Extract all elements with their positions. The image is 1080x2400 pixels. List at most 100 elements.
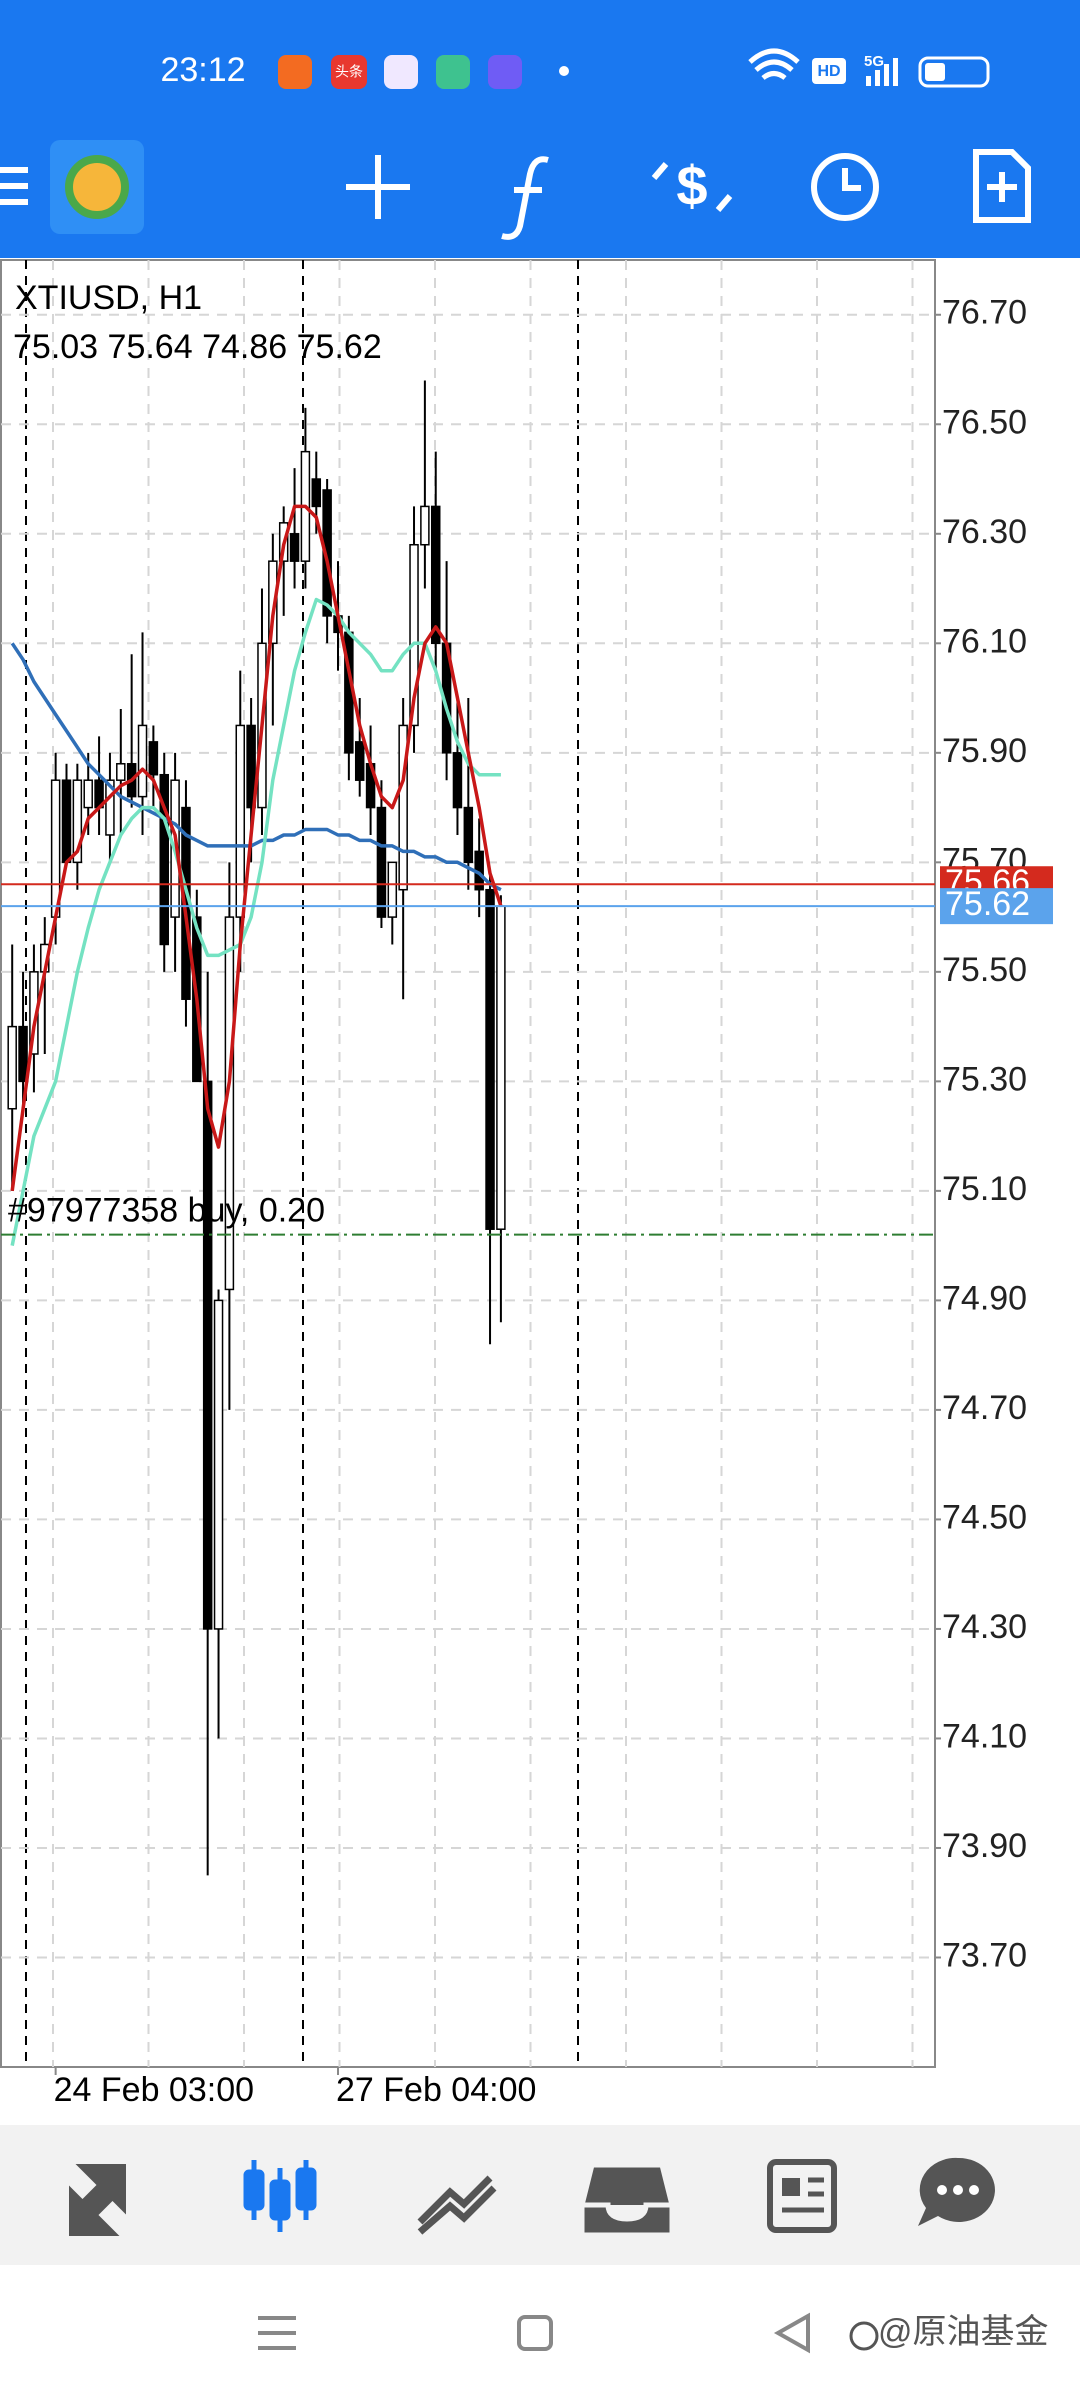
watermark: @原油基金: [878, 2313, 1049, 2351]
candle-body: [398, 724, 408, 891]
new-order-button[interactable]: [973, 149, 1031, 223]
indicator-line: [10, 597, 501, 1246]
low-value: 74.86: [202, 328, 287, 366]
battery: [918, 56, 990, 88]
candle-body: [485, 888, 495, 1230]
battery-level: [925, 63, 945, 81]
candle-body: [420, 505, 430, 546]
plot: #97977358 buy, 0.20: [1, 380, 935, 1876]
candle-body: [409, 543, 419, 727]
menu-button[interactable]: [0, 167, 28, 205]
symbol-label: XTIUSD, H1: [15, 279, 202, 317]
y-tick-label: 76.50: [942, 403, 1027, 441]
y-tick-label: 74.50: [942, 1498, 1027, 1536]
y-tick-label: 74.70: [942, 1389, 1027, 1427]
chat-tab[interactable]: [918, 2157, 995, 2226]
history-tab[interactable]: [579, 2162, 675, 2238]
more-dot: [559, 66, 569, 76]
candle-body: [159, 773, 169, 946]
hd-label: HD: [817, 63, 840, 80]
home-button[interactable]: [517, 2315, 553, 2351]
candle-body: [18, 1025, 28, 1083]
ohlc-label: 75.03 75.64 74.86 75.62: [13, 328, 382, 366]
y-tick-label: 75.90: [942, 732, 1027, 770]
y-tick-label: 75.10: [942, 1170, 1027, 1208]
candle-body: [105, 779, 115, 836]
trade-button[interactable]: $: [651, 154, 733, 217]
news-tab[interactable]: [767, 2159, 837, 2233]
candle-body: [268, 560, 278, 645]
watermark-logo: [849, 2321, 879, 2351]
indicator-line: [10, 642, 502, 892]
recents-button[interactable]: [258, 2316, 296, 2350]
y-tick-label: 74.90: [942, 1279, 1027, 1317]
candle-body: [202, 1080, 213, 1630]
signal-bar: [875, 70, 880, 86]
y-tick-label: 76.70: [942, 294, 1027, 332]
candle-body: [116, 763, 126, 781]
signal-bar: [893, 58, 898, 86]
bid-label: 75.62: [945, 885, 1030, 923]
candle-body: [61, 779, 72, 864]
chart-frame: [0, 259, 936, 2068]
crosshair-button[interactable]: [346, 155, 410, 219]
y-tick-label: 75.50: [942, 951, 1027, 989]
signal-bar: [884, 64, 889, 86]
x-tick-label: 24 Feb 03:00: [54, 2071, 254, 2109]
bid-label-box: [940, 888, 1053, 925]
candle-body: [354, 741, 365, 781]
app-icon: [384, 55, 418, 89]
candle-body: [137, 724, 148, 798]
app-icon: [278, 55, 312, 89]
back-button[interactable]: [773, 2312, 810, 2354]
candle-body: [463, 806, 474, 864]
open-value: 75.03: [13, 328, 98, 366]
candle-body: [322, 489, 332, 617]
y-tick-label: 75.30: [942, 1060, 1027, 1098]
quotes-tab[interactable]: [69, 2164, 126, 2236]
y-tick-label: 73.70: [942, 1936, 1027, 1974]
high-value: 75.64: [108, 328, 193, 366]
app-icon: [488, 55, 522, 89]
price-axis: 76.7076.5076.3076.1075.9075.7075.5075.30…: [54, 294, 1053, 2109]
order-label: #97977358 buy, 0.20: [8, 1192, 325, 1230]
indicator-line: [10, 504, 503, 1192]
close-value: 75.62: [297, 328, 382, 366]
app-icon: [436, 55, 470, 89]
chart-tab[interactable]: [243, 2160, 317, 2232]
system-icons: HD 5G: [748, 48, 990, 88]
app-badge: 头条: [335, 64, 363, 80]
period-button[interactable]: [811, 153, 879, 221]
candle-body: [496, 905, 506, 1230]
notification-icons: 头条: [278, 55, 569, 89]
signal-label: 5G: [864, 53, 884, 70]
candle-body: [376, 806, 387, 918]
candle-body: [213, 1299, 224, 1630]
candle-body: [387, 861, 398, 918]
app-header: [0, 0, 1080, 258]
candle-body: [311, 478, 322, 508]
candle-body: [83, 779, 93, 809]
x-tick-label: 27 Feb 04:00: [336, 2071, 536, 2109]
bottom-nav-icons: [69, 2157, 995, 2238]
y-tick-label: 73.90: [942, 1827, 1027, 1865]
signal-bar: [866, 76, 871, 86]
app-icon: [331, 55, 367, 89]
candle-body: [148, 741, 159, 776]
candle-body: [235, 724, 246, 918]
candle-body: [7, 1025, 17, 1110]
hd-box: [812, 58, 846, 84]
candle-body: [246, 724, 256, 809]
y-tick-label: 74.10: [942, 1717, 1027, 1755]
toolbar: $: [0, 140, 1031, 240]
y-tick-label: 76.10: [942, 622, 1027, 660]
y-tick-label: 74.30: [942, 1608, 1027, 1646]
bottom-nav: [0, 2125, 1080, 2265]
trade-tab[interactable]: [417, 2175, 497, 2235]
logo-mark: [65, 155, 129, 219]
clock: 23:12: [160, 51, 245, 89]
indicators-button[interactable]: [501, 156, 549, 240]
wifi-icon: [748, 48, 800, 81]
svg-text:$: $: [676, 154, 707, 217]
